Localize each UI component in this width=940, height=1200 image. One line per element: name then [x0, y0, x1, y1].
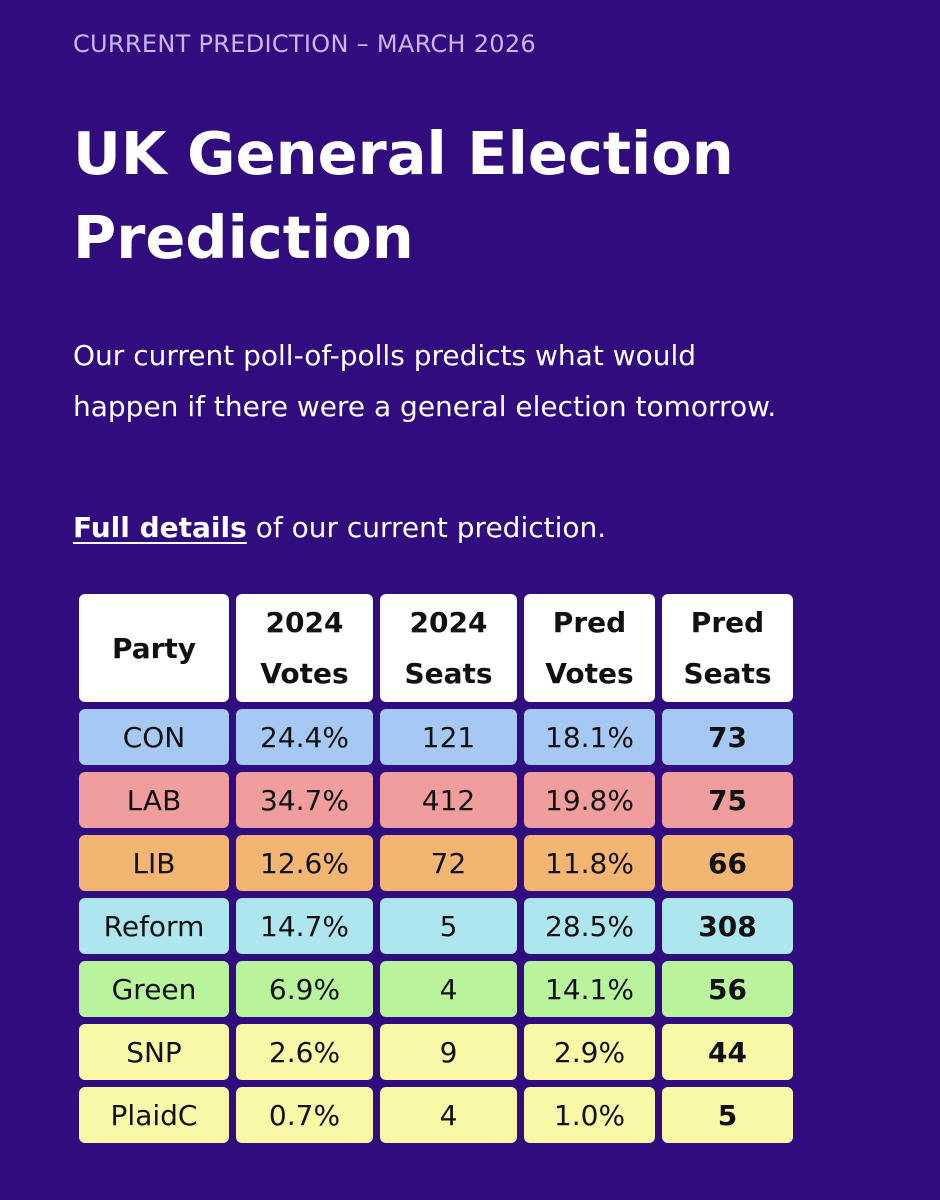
party-cell: Reform	[79, 898, 229, 954]
pred-votes-cell: 1.0%	[524, 1087, 655, 1143]
votes-2024-cell: 12.6%	[236, 835, 373, 891]
intro-paragraph: Our current poll-of-polls predicts what …	[73, 339, 777, 423]
details-suffix: of our current prediction.	[246, 511, 607, 544]
pred-votes-cell: 19.8%	[524, 772, 655, 828]
pred-seats-cell: 56	[662, 961, 793, 1017]
seats-2024-cell: 9	[380, 1024, 517, 1080]
header-pred-votes: Pred Votes	[524, 594, 655, 702]
votes-2024-cell: 14.7%	[236, 898, 373, 954]
pred-votes-cell: 28.5%	[524, 898, 655, 954]
pred-seats-cell: 75	[662, 772, 793, 828]
votes-2024-cell: 6.9%	[236, 961, 373, 1017]
party-cell: LIB	[79, 835, 229, 891]
pred-votes-cell: 18.1%	[524, 709, 655, 765]
seats-2024-cell: 72	[380, 835, 517, 891]
seats-2024-cell: 4	[380, 1087, 517, 1143]
party-cell: CON	[79, 709, 229, 765]
votes-2024-cell: 24.4%	[236, 709, 373, 765]
votes-2024-cell: 2.6%	[236, 1024, 373, 1080]
full-details-link[interactable]: Full details	[73, 511, 247, 544]
header-2024-seats: 2024 Seats	[380, 594, 517, 702]
pred-seats-cell: 44	[662, 1024, 793, 1080]
pred-votes-cell: 14.1%	[524, 961, 655, 1017]
party-cell: PlaidC	[79, 1087, 229, 1143]
party-cell: SNP	[79, 1024, 229, 1080]
seats-2024-cell: 121	[380, 709, 517, 765]
seats-2024-cell: 4	[380, 961, 517, 1017]
header-2024-votes: 2024 Votes	[236, 594, 373, 702]
party-cell: Green	[79, 961, 229, 1017]
pred-seats-cell: 5	[662, 1087, 793, 1143]
pred-votes-cell: 11.8%	[524, 835, 655, 891]
seats-2024-cell: 5	[380, 898, 517, 954]
seats-2024-cell: 412	[380, 772, 517, 828]
prediction-eyebrow: CURRENT PREDICTION – MARCH 2026	[73, 30, 536, 58]
party-cell: LAB	[79, 772, 229, 828]
pred-seats-cell: 73	[662, 709, 793, 765]
prediction-table: Party 2024 Votes 2024 Seats Pred Votes Pred…	[79, 594, 793, 1143]
details-line: Full details of our current prediction.	[73, 502, 606, 553]
votes-2024-cell: 34.7%	[236, 772, 373, 828]
pred-seats-cell: 308	[662, 898, 793, 954]
pred-seats-cell: 66	[662, 835, 793, 891]
header-party: Party	[79, 594, 229, 702]
header-pred-seats: Pred Seats	[662, 594, 793, 702]
votes-2024-cell: 0.7%	[236, 1087, 373, 1143]
page-title: UK General Election Prediction	[73, 119, 734, 272]
pred-votes-cell: 2.9%	[524, 1024, 655, 1080]
